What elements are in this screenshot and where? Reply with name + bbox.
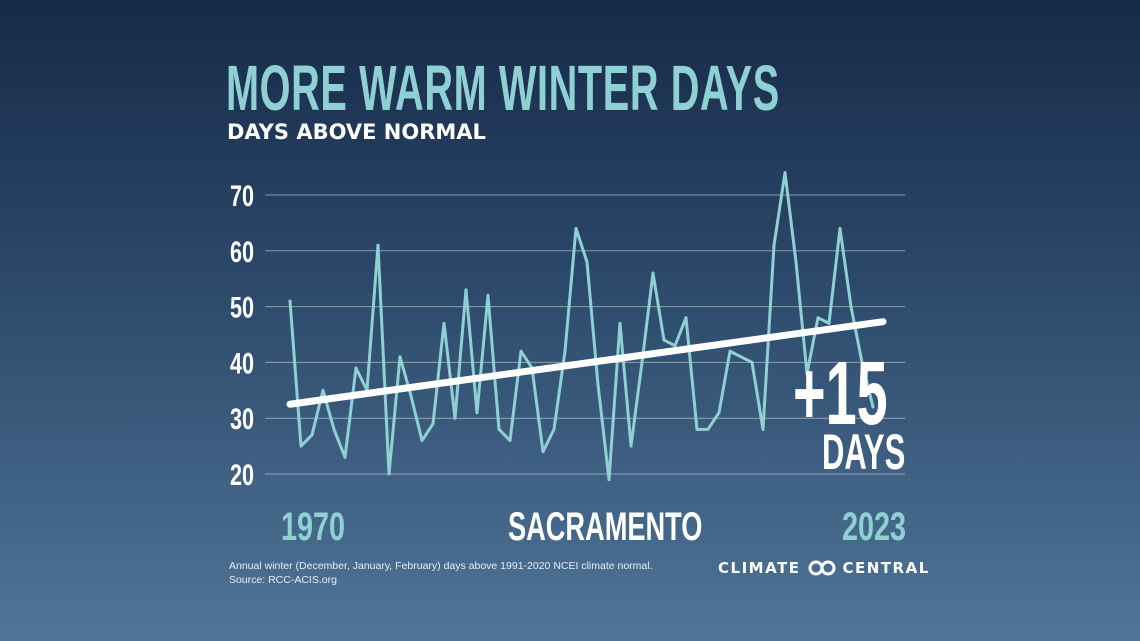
data-point	[486, 293, 490, 297]
data-point	[860, 360, 864, 364]
brand-left: CLIMATE	[718, 559, 801, 577]
data-point	[552, 427, 556, 431]
x-start-label: 1970	[281, 505, 346, 549]
data-point	[453, 416, 457, 420]
chart-title: MORE WARM WINTER DAYS	[226, 52, 780, 124]
data-point	[299, 444, 303, 448]
footnote: Annual winter (December, January, Februa…	[229, 559, 653, 587]
data-point	[563, 349, 567, 353]
data-point	[629, 444, 633, 448]
y-tick-label: 60	[230, 234, 254, 268]
data-point	[783, 171, 787, 175]
data-point	[596, 383, 600, 387]
data-point	[475, 411, 479, 415]
data-point	[288, 299, 292, 303]
trend-annotation-unit: DAYS	[822, 424, 906, 480]
trend-line	[286, 318, 887, 408]
data-point	[662, 338, 666, 342]
data-point	[354, 366, 358, 370]
data-point	[838, 226, 842, 230]
data-point	[497, 427, 501, 431]
x-end-label: 2023	[842, 505, 907, 549]
data-point	[684, 316, 688, 320]
data-point	[387, 472, 391, 476]
data-point	[849, 305, 853, 309]
trend-annotation-value: +15	[793, 344, 888, 444]
data-point	[442, 321, 446, 325]
data-point	[706, 427, 710, 431]
data-series-line	[288, 171, 875, 482]
y-tick-label: 50	[230, 290, 254, 324]
footnote-description: Annual winter (December, January, Februa…	[229, 560, 653, 572]
data-point	[618, 321, 622, 325]
data-point	[772, 243, 776, 247]
data-point	[574, 226, 578, 230]
y-tick-label: 40	[230, 346, 254, 380]
linked-rings-logo-icon	[808, 560, 835, 576]
data-point	[728, 349, 732, 353]
data-point	[816, 316, 820, 320]
data-point	[761, 427, 765, 431]
location-label: SACRAMENTO	[508, 505, 703, 549]
data-point	[871, 405, 875, 409]
data-point	[827, 321, 831, 325]
data-point	[519, 349, 523, 353]
y-tick-label: 20	[230, 457, 254, 491]
data-point	[750, 360, 754, 364]
data-point	[398, 355, 402, 359]
data-point	[431, 422, 435, 426]
data-point	[332, 427, 336, 431]
data-point	[607, 478, 611, 482]
data-point	[794, 260, 798, 264]
data-point	[464, 288, 468, 292]
data-point	[585, 260, 589, 264]
data-point	[695, 427, 699, 431]
brand-right: CENTRAL	[842, 559, 930, 577]
data-point	[310, 433, 314, 437]
footnote-source: Source: RCC-ACIS.org	[229, 574, 337, 586]
data-point	[376, 243, 380, 247]
data-point	[321, 388, 325, 392]
y-tick-label: 70	[230, 178, 254, 212]
data-point	[739, 355, 743, 359]
data-point	[651, 271, 655, 275]
data-point	[409, 394, 413, 398]
data-point	[805, 372, 809, 376]
data-point	[717, 411, 721, 415]
data-point	[673, 344, 677, 348]
climate-central-logo: CLIMATE CENTRAL	[718, 559, 930, 577]
y-tick-label: 30	[230, 402, 254, 436]
data-point	[508, 439, 512, 443]
data-point	[343, 455, 347, 459]
data-point	[640, 360, 644, 364]
data-point	[420, 439, 424, 443]
data-point	[541, 450, 545, 454]
chart-subtitle: DAYS ABOVE NORMAL	[227, 120, 486, 144]
